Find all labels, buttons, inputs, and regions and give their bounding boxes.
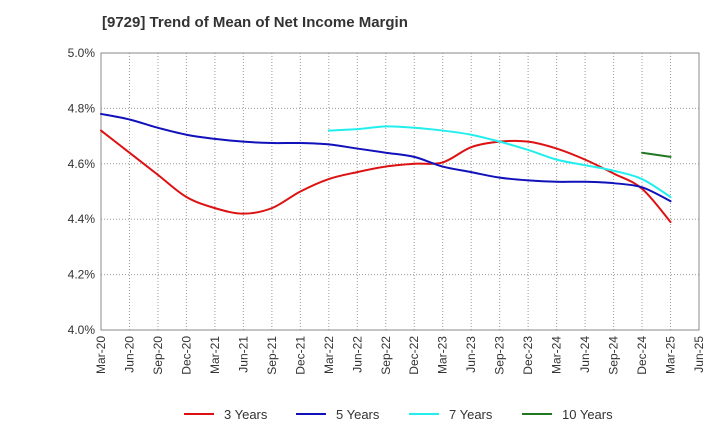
series-line-5-years (100, 112, 672, 203)
x-tick-label: Sep-21 (265, 336, 279, 375)
x-tick-label: Dec-24 (635, 336, 649, 375)
x-tick-label: Sep-24 (607, 336, 621, 375)
plot-frame (100, 52, 700, 331)
y-tick-label: 4.4% (68, 212, 96, 226)
x-tick-label: Sep-20 (151, 336, 165, 375)
legend-label-3-years: 3 Years (224, 407, 268, 422)
x-tick-label: Dec-23 (521, 336, 535, 375)
x-tick-label: Jun-24 (578, 336, 592, 373)
x-tick-label: Mar-20 (94, 336, 108, 374)
x-tick-label: Jun-20 (122, 336, 136, 373)
chart-title: [9729] Trend of Mean of Net Income Margi… (102, 14, 408, 31)
x-tick-label: Mar-25 (664, 336, 678, 374)
x-tick-label: Dec-20 (179, 336, 193, 375)
y-tick-label: 4.0% (68, 323, 96, 337)
x-tick-label: Sep-23 (493, 336, 507, 375)
x-tick-label: Mar-24 (550, 336, 564, 374)
x-tick-label: Mar-21 (208, 336, 222, 374)
x-tick-label: Mar-23 (436, 336, 450, 374)
x-tick-label: Mar-22 (322, 336, 336, 374)
legend-label-10-years: 10 Years (562, 407, 613, 422)
x-tick-label: Jun-23 (464, 336, 478, 373)
x-tick-label: Sep-22 (379, 336, 393, 375)
series-line-3-years (100, 129, 672, 223)
x-tick-label: Jun-25 (692, 336, 706, 373)
legend-label-7-years: 7 Years (449, 407, 493, 422)
x-tick-label: Jun-21 (236, 336, 250, 373)
x-tick-label: Dec-21 (293, 336, 307, 375)
y-tick-label: 5.0% (68, 46, 96, 60)
series-line-10-years (641, 151, 672, 158)
series-line-7-years (327, 125, 672, 199)
x-tick-label: Jun-22 (350, 336, 364, 373)
y-tick-label: 4.6% (68, 157, 96, 171)
y-tick-label: 4.8% (68, 101, 96, 115)
legend-label-5-years: 5 Years (336, 407, 380, 422)
x-tick-label: Dec-22 (407, 336, 421, 375)
y-tick-label: 4.2% (68, 268, 96, 282)
